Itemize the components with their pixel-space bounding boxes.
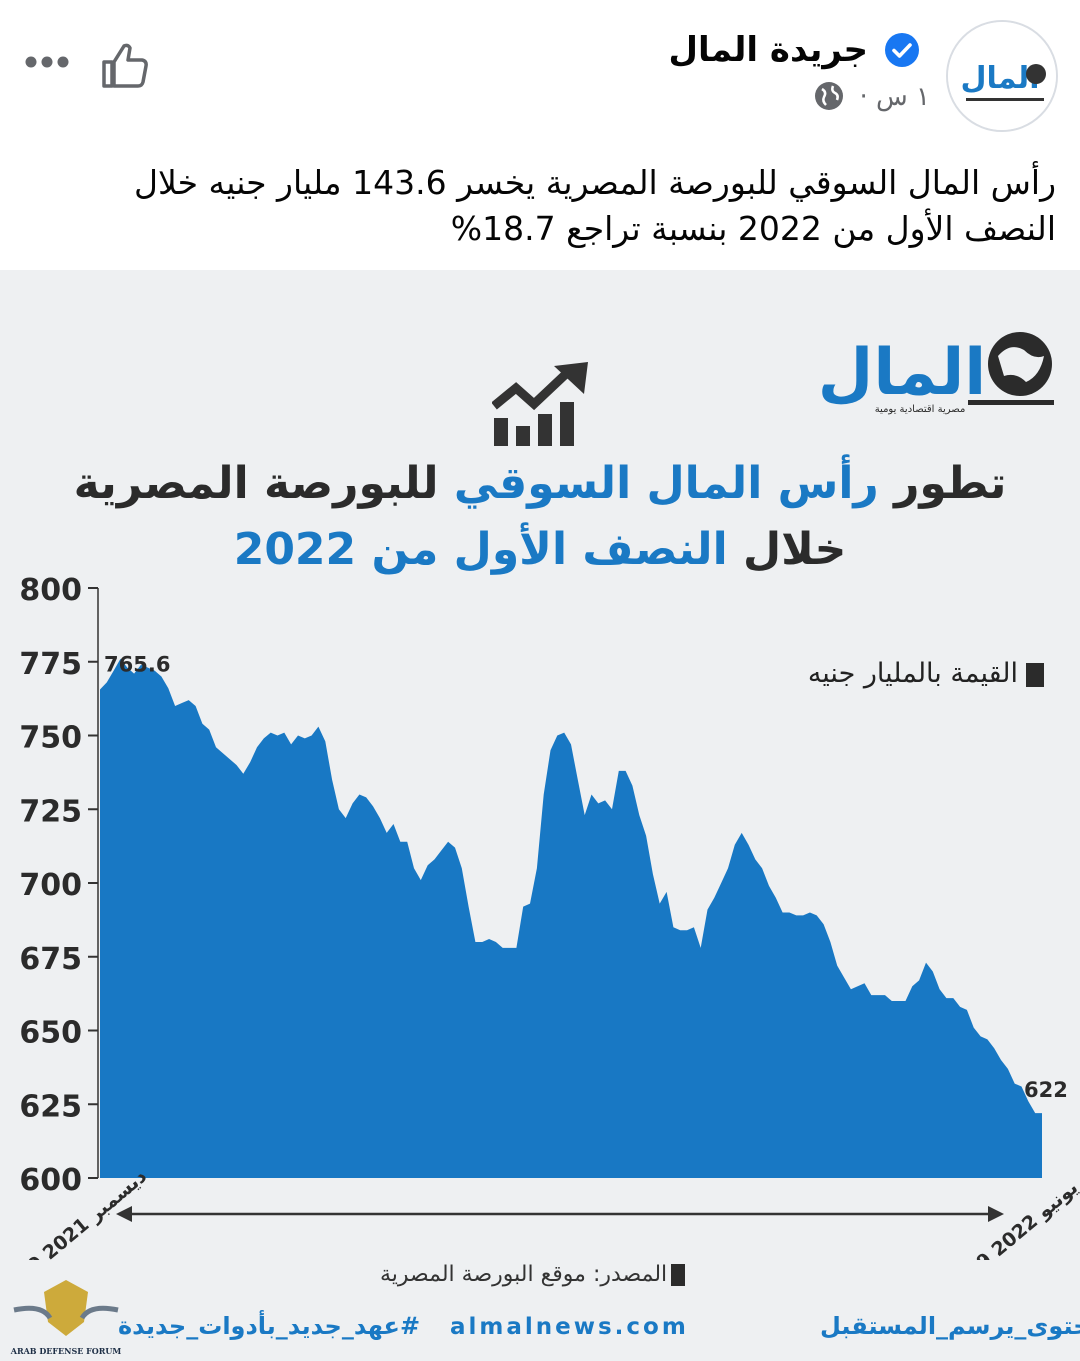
- y-tick-label: 775: [19, 647, 82, 682]
- legend-label: القيمة بالمليار جنيه: [807, 658, 1018, 689]
- post-timestamp[interactable]: ١ س ·: [859, 82, 930, 112]
- chart-area-series: [100, 658, 1042, 1178]
- avatar-text: المال: [961, 61, 1040, 96]
- source-swatch: [671, 1264, 686, 1286]
- y-tick-label: 700: [19, 868, 82, 903]
- footer-hashtag-left: #عهد_جديد_بأدوات_جديدة: [118, 1312, 421, 1340]
- almal-brand-logo: المال مصرية اقتصادية يومية: [820, 332, 1054, 415]
- more-options-icon[interactable]: [24, 54, 70, 70]
- y-tick-label: 725: [19, 794, 82, 829]
- page-name[interactable]: جريدة المال: [668, 30, 868, 70]
- infographic-title-line-2: خلال النصف الأول من 2022: [0, 524, 1080, 575]
- growth-chart-icon: [492, 362, 588, 446]
- title-word-3: خلال: [743, 524, 847, 575]
- y-tick-label: 750: [19, 721, 82, 756]
- y-tick-label: 625: [19, 1089, 82, 1124]
- infographic-image[interactable]: المال مصرية اقتصادية يومية تطور رأس الما…: [0, 270, 1080, 1361]
- first-value-label: 765.6: [104, 652, 170, 676]
- post-header: المال جريدة المال ١ س ·: [0, 0, 1080, 140]
- title-highlight-2: النصف الأول من 2022: [233, 524, 728, 575]
- x-range-arrow-left: [116, 1206, 132, 1222]
- arab-defense-forum-watermark: ARAB DEFENSE FORUM: [10, 1280, 122, 1356]
- title-highlight-1: رأس المال السوقي: [453, 458, 879, 509]
- watermark-text: ARAB DEFENSE FORUM: [10, 1346, 122, 1356]
- verified-badge-icon: [885, 33, 919, 67]
- page-avatar[interactable]: المال: [946, 20, 1058, 132]
- y-tick-label: 675: [19, 942, 82, 977]
- x-range-arrow-right: [988, 1206, 1004, 1222]
- y-tick-label: 600: [19, 1163, 82, 1198]
- brand-logo-subtitle: مصرية اقتصادية يومية: [875, 404, 966, 415]
- footer-website: almalnews.com: [450, 1314, 689, 1340]
- source-note: المصدر: موقع البورصة المصرية: [380, 1262, 686, 1287]
- globe-icon: [815, 82, 843, 110]
- legend-swatch: [1026, 662, 1044, 687]
- x-end-label: 29 يونيو 2022: [962, 1176, 1080, 1260]
- last-value-label: 622: [1024, 1078, 1068, 1102]
- like-icon[interactable]: [98, 38, 152, 92]
- source-label: المصدر: موقع البورصة المصرية: [380, 1262, 668, 1287]
- post-text: رأس المال السوقي للبورصة المصرية يخسر 14…: [134, 163, 1056, 248]
- footer-hashtag-right: #محتوى_يرسم_المستقبل: [820, 1312, 1080, 1340]
- avatar-logo-icon: المال: [948, 22, 1056, 130]
- infographic-title-line-1: تطور رأس المال السوقي للبورصة المصرية: [0, 458, 1080, 509]
- y-tick-label: 800: [19, 573, 82, 608]
- title-word-1: تطور: [894, 458, 1007, 509]
- y-tick-label: 650: [19, 1016, 82, 1051]
- title-word-2: للبورصة المصرية: [73, 458, 439, 509]
- brand-logo-text: المال: [820, 336, 986, 410]
- chart-legend: القيمة بالمليار جنيه: [808, 658, 1044, 689]
